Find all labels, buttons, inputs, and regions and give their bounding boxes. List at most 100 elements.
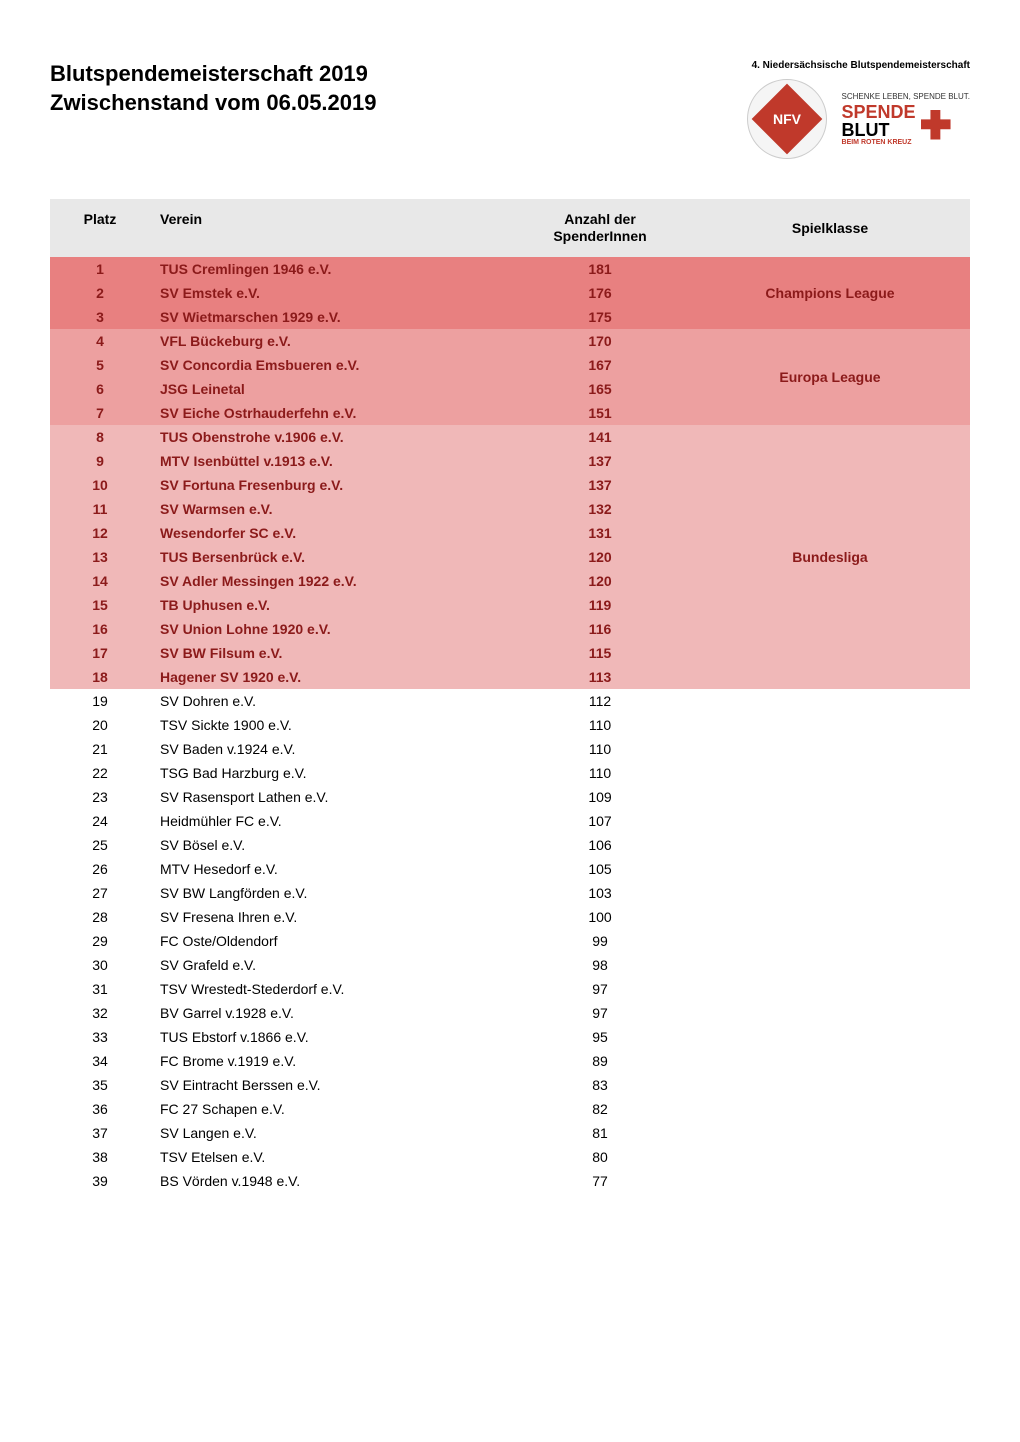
cell-verein: JSG Leinetal (150, 381, 510, 397)
cell-platz: 39 (50, 1173, 150, 1189)
table-row: 23SV Rasensport Lathen e.V.109 (50, 785, 690, 809)
table-row: 25SV Bösel e.V.106 (50, 833, 690, 857)
cell-verein: MTV Isenbüttel v.1913 e.V. (150, 453, 510, 469)
cell-anzahl: 119 (510, 597, 690, 613)
cell-platz: 3 (50, 309, 150, 325)
table-row: 28SV Fresena Ihren e.V.100 (50, 905, 690, 929)
cell-verein: MTV Hesedorf e.V. (150, 861, 510, 877)
cell-platz: 26 (50, 861, 150, 877)
nfv-logo: NFV (747, 79, 827, 159)
table-row: 13TUS Bersenbrück e.V.120 (50, 545, 690, 569)
cell-anzahl: 181 (510, 261, 690, 277)
cell-verein: Heidmühler FC e.V. (150, 813, 510, 829)
title-block: Blutspendemeisterschaft 2019 Zwischensta… (50, 60, 377, 117)
red-cross-icon (921, 110, 951, 140)
header-anzahl-line1: Anzahl der (564, 211, 636, 227)
cell-verein: TSV Etelsen e.V. (150, 1149, 510, 1165)
cell-anzahl: 141 (510, 429, 690, 445)
cell-anzahl: 113 (510, 669, 690, 685)
cell-platz: 6 (50, 381, 150, 397)
tier-rows: 8TUS Obenstrohe v.1906 e.V.1419MTV Isenb… (50, 425, 690, 689)
cell-verein: SV Emstek e.V. (150, 285, 510, 301)
table-row: 5SV Concordia Emsbueren e.V.167 (50, 353, 690, 377)
tier-label: Europa League (690, 329, 970, 425)
cell-verein: Wesendorfer SC e.V. (150, 525, 510, 541)
cell-anzahl: 131 (510, 525, 690, 541)
cell-platz: 7 (50, 405, 150, 421)
cell-verein: SV Adler Messingen 1922 e.V. (150, 573, 510, 589)
cell-verein: TSV Sickte 1900 e.V. (150, 717, 510, 733)
cell-anzahl: 110 (510, 717, 690, 733)
header-anzahl-line2: SpenderInnen (553, 228, 646, 244)
cell-anzahl: 100 (510, 909, 690, 925)
cell-anzahl: 110 (510, 741, 690, 757)
cell-platz: 16 (50, 621, 150, 637)
tier-label: Champions League (690, 257, 970, 329)
cell-anzahl: 95 (510, 1029, 690, 1045)
cell-platz: 9 (50, 453, 150, 469)
cell-platz: 23 (50, 789, 150, 805)
cell-platz: 4 (50, 333, 150, 349)
table-row: 7SV Eiche Ostrhauderfehn e.V.151 (50, 401, 690, 425)
cell-verein: TSG Bad Harzburg e.V. (150, 765, 510, 781)
cell-anzahl: 82 (510, 1101, 690, 1117)
table-row: 6JSG Leinetal165 (50, 377, 690, 401)
cell-platz: 32 (50, 1005, 150, 1021)
cell-verein: SV Warmsen e.V. (150, 501, 510, 517)
cell-verein: SV Eintracht Berssen e.V. (150, 1077, 510, 1093)
cell-verein: SV Bösel e.V. (150, 837, 510, 853)
cell-platz: 27 (50, 885, 150, 901)
cell-platz: 13 (50, 549, 150, 565)
cell-anzahl: 105 (510, 861, 690, 877)
cell-verein: SV Eiche Ostrhauderfehn e.V. (150, 405, 510, 421)
cell-anzahl: 137 (510, 477, 690, 493)
cell-anzahl: 89 (510, 1053, 690, 1069)
header-spielklasse: Spielklasse (690, 211, 970, 245)
cell-verein: FC 27 Schapen e.V. (150, 1101, 510, 1117)
tier-label: Bundesliga (690, 425, 970, 689)
spende-sub: BEIM ROTEN KREUZ (842, 139, 916, 146)
cell-verein: SV Rasensport Lathen e.V. (150, 789, 510, 805)
cell-platz: 14 (50, 573, 150, 589)
tier-rows: 4VFL Bückeburg e.V.1705SV Concordia Emsb… (50, 329, 690, 425)
cell-anzahl: 151 (510, 405, 690, 421)
cell-anzahl: 165 (510, 381, 690, 397)
table-row: 18Hagener SV 1920 e.V.113 (50, 665, 690, 689)
cell-platz: 8 (50, 429, 150, 445)
cell-verein: SV Langen e.V. (150, 1125, 510, 1141)
cell-platz: 30 (50, 957, 150, 973)
table-row: 21SV Baden v.1924 e.V.110 (50, 737, 690, 761)
table-row: 36FC 27 Schapen e.V.82 (50, 1097, 690, 1121)
cell-anzahl: 110 (510, 765, 690, 781)
cell-platz: 10 (50, 477, 150, 493)
cell-verein: BV Garrel v.1928 e.V. (150, 1005, 510, 1021)
title-line1: Blutspendemeisterschaft 2019 (50, 61, 368, 86)
cell-verein: SV Dohren e.V. (150, 693, 510, 709)
table-row: 4VFL Bückeburg e.V.170 (50, 329, 690, 353)
cell-platz: 5 (50, 357, 150, 373)
tier-rows: 19SV Dohren e.V.11220TSV Sickte 1900 e.V… (50, 689, 690, 1193)
cell-verein: TUS Cremlingen 1946 e.V. (150, 261, 510, 277)
table-row: 8TUS Obenstrohe v.1906 e.V.141 (50, 425, 690, 449)
cell-verein: Hagener SV 1920 e.V. (150, 669, 510, 685)
table-row: 9MTV Isenbüttel v.1913 e.V.137 (50, 449, 690, 473)
cell-verein: BS Vörden v.1948 e.V. (150, 1173, 510, 1189)
standings-table: Platz Verein Anzahl der SpenderInnen Spi… (50, 199, 970, 1193)
table-row: 32BV Garrel v.1928 e.V.97 (50, 1001, 690, 1025)
cell-verein: SV BW Langförden e.V. (150, 885, 510, 901)
cell-platz: 34 (50, 1053, 150, 1069)
cell-anzahl: 77 (510, 1173, 690, 1189)
tier-group: 1TUS Cremlingen 1946 e.V.1812SV Emstek e… (50, 257, 970, 329)
table-row: 37SV Langen e.V.81 (50, 1121, 690, 1145)
cell-platz: 12 (50, 525, 150, 541)
table-row: 27SV BW Langförden e.V.103 (50, 881, 690, 905)
cell-anzahl: 109 (510, 789, 690, 805)
cell-platz: 19 (50, 693, 150, 709)
nfv-badge-icon: NFV (751, 84, 822, 155)
cell-anzahl: 115 (510, 645, 690, 661)
cell-anzahl: 81 (510, 1125, 690, 1141)
header-anzahl: Anzahl der SpenderInnen (510, 211, 690, 245)
cell-platz: 24 (50, 813, 150, 829)
cell-verein: TUS Obenstrohe v.1906 e.V. (150, 429, 510, 445)
spende-tagline: SCHENKE LEBEN, SPENDE BLUT. (842, 92, 970, 101)
